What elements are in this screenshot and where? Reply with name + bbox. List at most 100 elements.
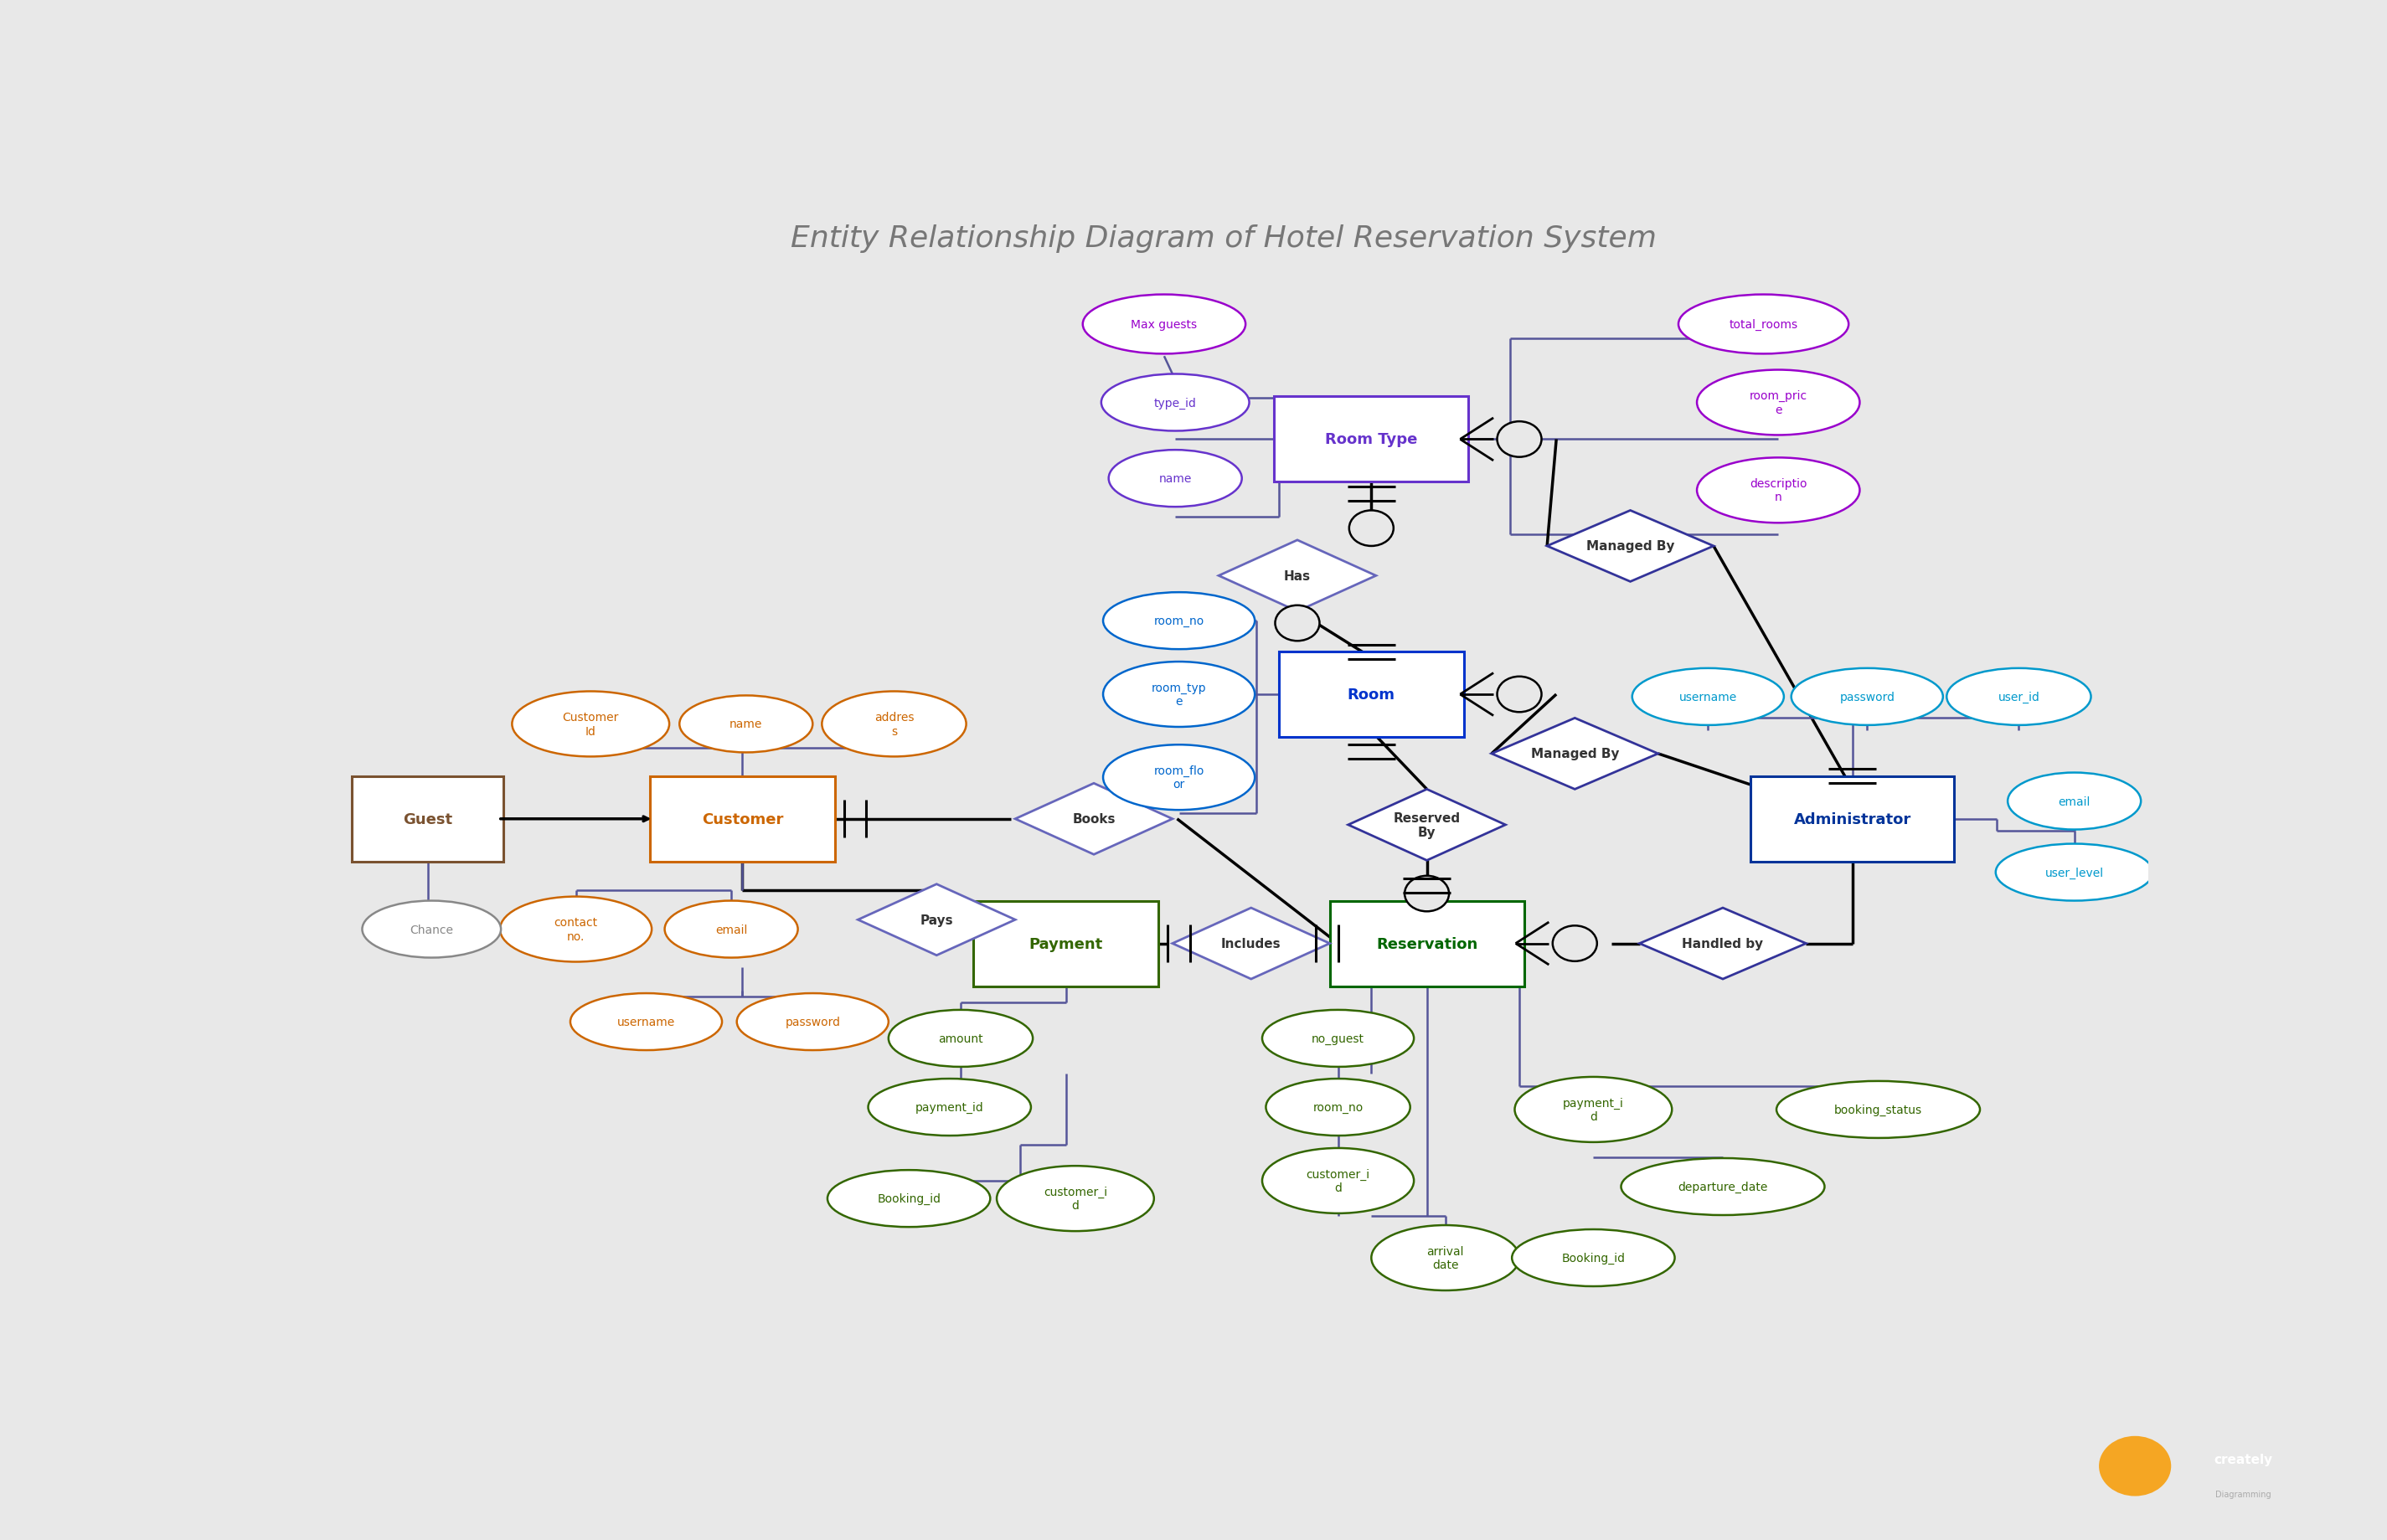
Ellipse shape: [738, 993, 888, 1050]
Text: arrival
date: arrival date: [1427, 1246, 1463, 1270]
Text: Books: Books: [1072, 813, 1115, 825]
Text: email: email: [2058, 796, 2091, 807]
Ellipse shape: [1497, 422, 1542, 457]
Text: name: name: [730, 719, 761, 730]
Text: username: username: [618, 1016, 676, 1027]
FancyBboxPatch shape: [1750, 776, 1955, 862]
Text: name: name: [1158, 473, 1191, 485]
Ellipse shape: [1790, 668, 1943, 725]
Text: Managed By: Managed By: [1585, 541, 1676, 553]
Text: room_no: room_no: [1153, 616, 1203, 627]
Polygon shape: [857, 884, 1014, 955]
Text: descriptio
n: descriptio n: [1750, 477, 1807, 504]
Text: Room: Room: [1346, 687, 1394, 702]
Text: Max guests: Max guests: [1131, 319, 1198, 331]
Text: total_rooms: total_rooms: [1728, 319, 1797, 331]
FancyBboxPatch shape: [351, 776, 504, 862]
Text: email: email: [716, 924, 747, 935]
FancyBboxPatch shape: [1330, 901, 1523, 987]
Text: Includes: Includes: [1222, 938, 1282, 950]
Text: Customer: Customer: [702, 812, 783, 827]
Ellipse shape: [821, 691, 967, 758]
Text: user_level: user_level: [2046, 867, 2103, 878]
Ellipse shape: [1497, 678, 1542, 713]
Text: amount: amount: [938, 1033, 983, 1044]
Ellipse shape: [363, 901, 501, 958]
Ellipse shape: [1678, 296, 1848, 354]
Ellipse shape: [1404, 876, 1449, 912]
Ellipse shape: [869, 1080, 1031, 1137]
Ellipse shape: [1552, 926, 1597, 961]
Text: Booking_id: Booking_id: [876, 1194, 940, 1204]
Polygon shape: [1172, 909, 1330, 979]
Ellipse shape: [2007, 773, 2141, 830]
Ellipse shape: [1996, 844, 2153, 901]
Text: room_typ
e: room_typ e: [1151, 682, 1205, 707]
Ellipse shape: [1108, 450, 1241, 507]
Text: type_id: type_id: [1153, 397, 1196, 410]
Ellipse shape: [1621, 1158, 1824, 1215]
FancyBboxPatch shape: [1279, 651, 1463, 738]
Ellipse shape: [499, 896, 652, 962]
Ellipse shape: [1349, 511, 1394, 547]
Text: no_guest: no_guest: [1310, 1033, 1365, 1044]
Text: customer_i
d: customer_i d: [1043, 1186, 1108, 1212]
Ellipse shape: [1948, 668, 2091, 725]
Text: Room Type: Room Type: [1325, 433, 1418, 447]
Text: payment_id: payment_id: [914, 1101, 983, 1113]
Text: Entity Relationship Diagram of Hotel Reservation System: Entity Relationship Diagram of Hotel Res…: [790, 223, 1657, 253]
Ellipse shape: [1370, 1226, 1518, 1291]
Ellipse shape: [513, 691, 668, 758]
Ellipse shape: [1511, 1229, 1676, 1286]
Text: room_pric
e: room_pric e: [1750, 390, 1807, 416]
Text: Payment: Payment: [1029, 936, 1103, 952]
Polygon shape: [1349, 790, 1506, 861]
Text: Chance: Chance: [411, 924, 454, 935]
Ellipse shape: [1103, 662, 1256, 727]
Text: addres
s: addres s: [874, 711, 914, 738]
Text: creately: creately: [2213, 1454, 2272, 1466]
Text: Booking_id: Booking_id: [1561, 1252, 1626, 1264]
Ellipse shape: [1103, 593, 1256, 650]
Text: Managed By: Managed By: [1530, 748, 1618, 761]
Text: booking_status: booking_status: [1833, 1104, 1922, 1115]
Text: user_id: user_id: [1998, 691, 2038, 702]
Text: room_no: room_no: [1313, 1101, 1363, 1113]
Polygon shape: [1640, 909, 1807, 979]
Text: payment_i
d: payment_i d: [1563, 1096, 1623, 1123]
Ellipse shape: [2098, 1435, 2172, 1497]
Ellipse shape: [1263, 1010, 1413, 1067]
Polygon shape: [1220, 541, 1375, 611]
Ellipse shape: [1633, 668, 1783, 725]
Ellipse shape: [680, 696, 812, 753]
Text: departure_date: departure_date: [1678, 1181, 1769, 1192]
Polygon shape: [1014, 784, 1172, 855]
Text: Has: Has: [1284, 570, 1310, 582]
Ellipse shape: [1263, 1149, 1413, 1214]
FancyBboxPatch shape: [649, 776, 835, 862]
Text: username: username: [1678, 691, 1738, 702]
Text: Reservation: Reservation: [1375, 936, 1478, 952]
Polygon shape: [1547, 511, 1714, 582]
Text: Diagramming: Diagramming: [2215, 1489, 2270, 1498]
Text: Administrator: Administrator: [1793, 812, 1912, 827]
Ellipse shape: [1697, 371, 1859, 436]
Polygon shape: [1492, 718, 1659, 790]
Ellipse shape: [1100, 374, 1248, 431]
Ellipse shape: [1084, 296, 1246, 354]
Text: room_flo
or: room_flo or: [1153, 765, 1203, 790]
Ellipse shape: [1103, 745, 1256, 810]
Text: Pays: Pays: [919, 913, 952, 926]
Ellipse shape: [1275, 605, 1320, 641]
Ellipse shape: [1697, 457, 1859, 524]
Text: contact
no.: contact no.: [554, 916, 597, 942]
Ellipse shape: [828, 1170, 991, 1227]
Text: customer_i
d: customer_i d: [1306, 1169, 1370, 1194]
Ellipse shape: [1265, 1080, 1411, 1137]
Text: password: password: [1840, 691, 1895, 702]
Ellipse shape: [1516, 1076, 1671, 1143]
Ellipse shape: [570, 993, 721, 1050]
Text: Guest: Guest: [403, 812, 454, 827]
Text: password: password: [785, 1016, 840, 1027]
Text: Customer
Id: Customer Id: [563, 711, 618, 738]
